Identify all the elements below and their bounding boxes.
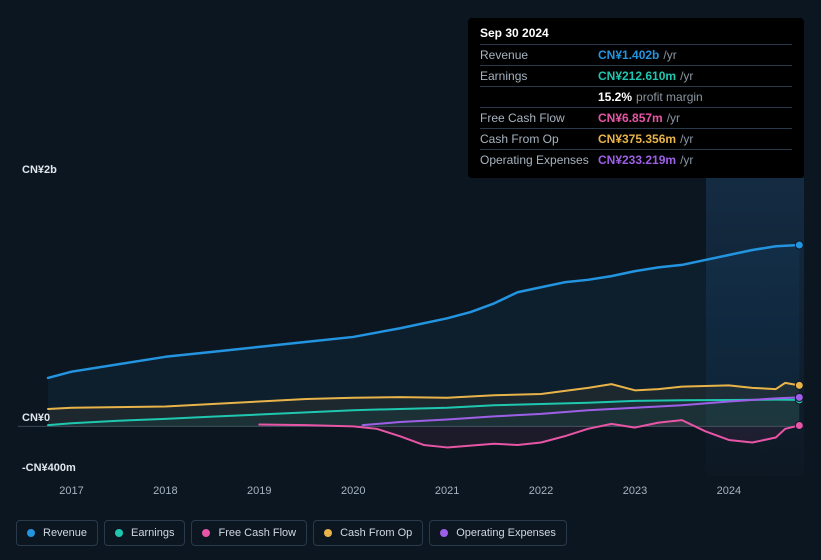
x-axis-tick-label: 2023 [623, 485, 647, 497]
legend-label: Revenue [43, 527, 87, 539]
legend-item-revenue[interactable]: Revenue [16, 520, 98, 546]
tooltip-row: Free Cash FlowCN¥6.857m/yr [480, 107, 792, 128]
tooltip-row-label: Free Cash Flow [480, 111, 598, 125]
legend-dot-icon [324, 529, 332, 537]
tooltip-row-label [480, 90, 598, 104]
tooltip-row-suffix: /yr [680, 69, 693, 83]
tooltip-row-suffix: /yr [680, 153, 693, 167]
tooltip-row-label: Revenue [480, 48, 598, 62]
tooltip-row-value: CN¥233.219m [598, 153, 676, 167]
y-axis-tick-label: -CN¥400m [22, 462, 76, 474]
tooltip-row-value: 15.2% [598, 90, 632, 104]
legend-label: Earnings [131, 527, 174, 539]
tooltip-row-value: CN¥1.402b [598, 48, 659, 62]
legend-item-free-cash-flow[interactable]: Free Cash Flow [191, 520, 307, 546]
legend-item-cash-from-op[interactable]: Cash From Op [313, 520, 423, 546]
tooltip-rows: RevenueCN¥1.402b/yrEarningsCN¥212.610m/y… [480, 44, 792, 170]
y-axis-tick-label: CN¥2b [22, 164, 57, 176]
x-axis-tick-label: 2019 [247, 485, 271, 497]
tooltip-row-value: CN¥6.857m [598, 111, 663, 125]
legend-dot-icon [115, 529, 123, 537]
y-axis-tick-label: CN¥0 [22, 412, 50, 424]
x-axis-tick-label: 2022 [529, 485, 553, 497]
legend-dot-icon [440, 529, 448, 537]
tooltip-row: Cash From OpCN¥375.356m/yr [480, 128, 792, 149]
tooltip-row-suffix: /yr [680, 132, 693, 146]
tooltip-row-label: Cash From Op [480, 132, 598, 146]
legend-label: Free Cash Flow [218, 527, 296, 539]
chart-legend: Revenue Earnings Free Cash Flow Cash From O… [16, 520, 567, 546]
tooltip-row: Operating ExpensesCN¥233.219m/yr [480, 149, 792, 170]
x-axis-tick-label: 2021 [435, 485, 459, 497]
tooltip-row-label: Earnings [480, 69, 598, 83]
tooltip-row-label: Operating Expenses [480, 153, 598, 167]
tooltip-row-value: CN¥212.610m [598, 69, 676, 83]
x-axis-tick-label: 2024 [717, 485, 741, 497]
chart-container: Sep 30 2024 RevenueCN¥1.402b/yrEarningsC… [0, 0, 821, 560]
legend-item-earnings[interactable]: Earnings [104, 520, 185, 546]
tooltip-row: RevenueCN¥1.402b/yr [480, 44, 792, 65]
legend-dot-icon [27, 529, 35, 537]
x-axis-tick-label: 2017 [59, 485, 83, 497]
legend-label: Operating Expenses [456, 527, 556, 539]
tooltip-row-suffix: /yr [667, 111, 680, 125]
tooltip-row-value: CN¥375.356m [598, 132, 676, 146]
x-axis-tick-label: 2020 [341, 485, 365, 497]
tooltip-row-suffix: /yr [663, 48, 676, 62]
legend-item-operating-expenses[interactable]: Operating Expenses [429, 520, 567, 546]
legend-label: Cash From Op [340, 527, 412, 539]
chart-tooltip: Sep 30 2024 RevenueCN¥1.402b/yrEarningsC… [468, 18, 804, 178]
tooltip-row-suffix: profit margin [636, 90, 703, 104]
tooltip-row: 15.2% profit margin [480, 86, 792, 107]
tooltip-date: Sep 30 2024 [480, 26, 792, 44]
x-axis-tick-label: 2018 [153, 485, 177, 497]
legend-dot-icon [202, 529, 210, 537]
tooltip-row: EarningsCN¥212.610m/yr [480, 65, 792, 86]
